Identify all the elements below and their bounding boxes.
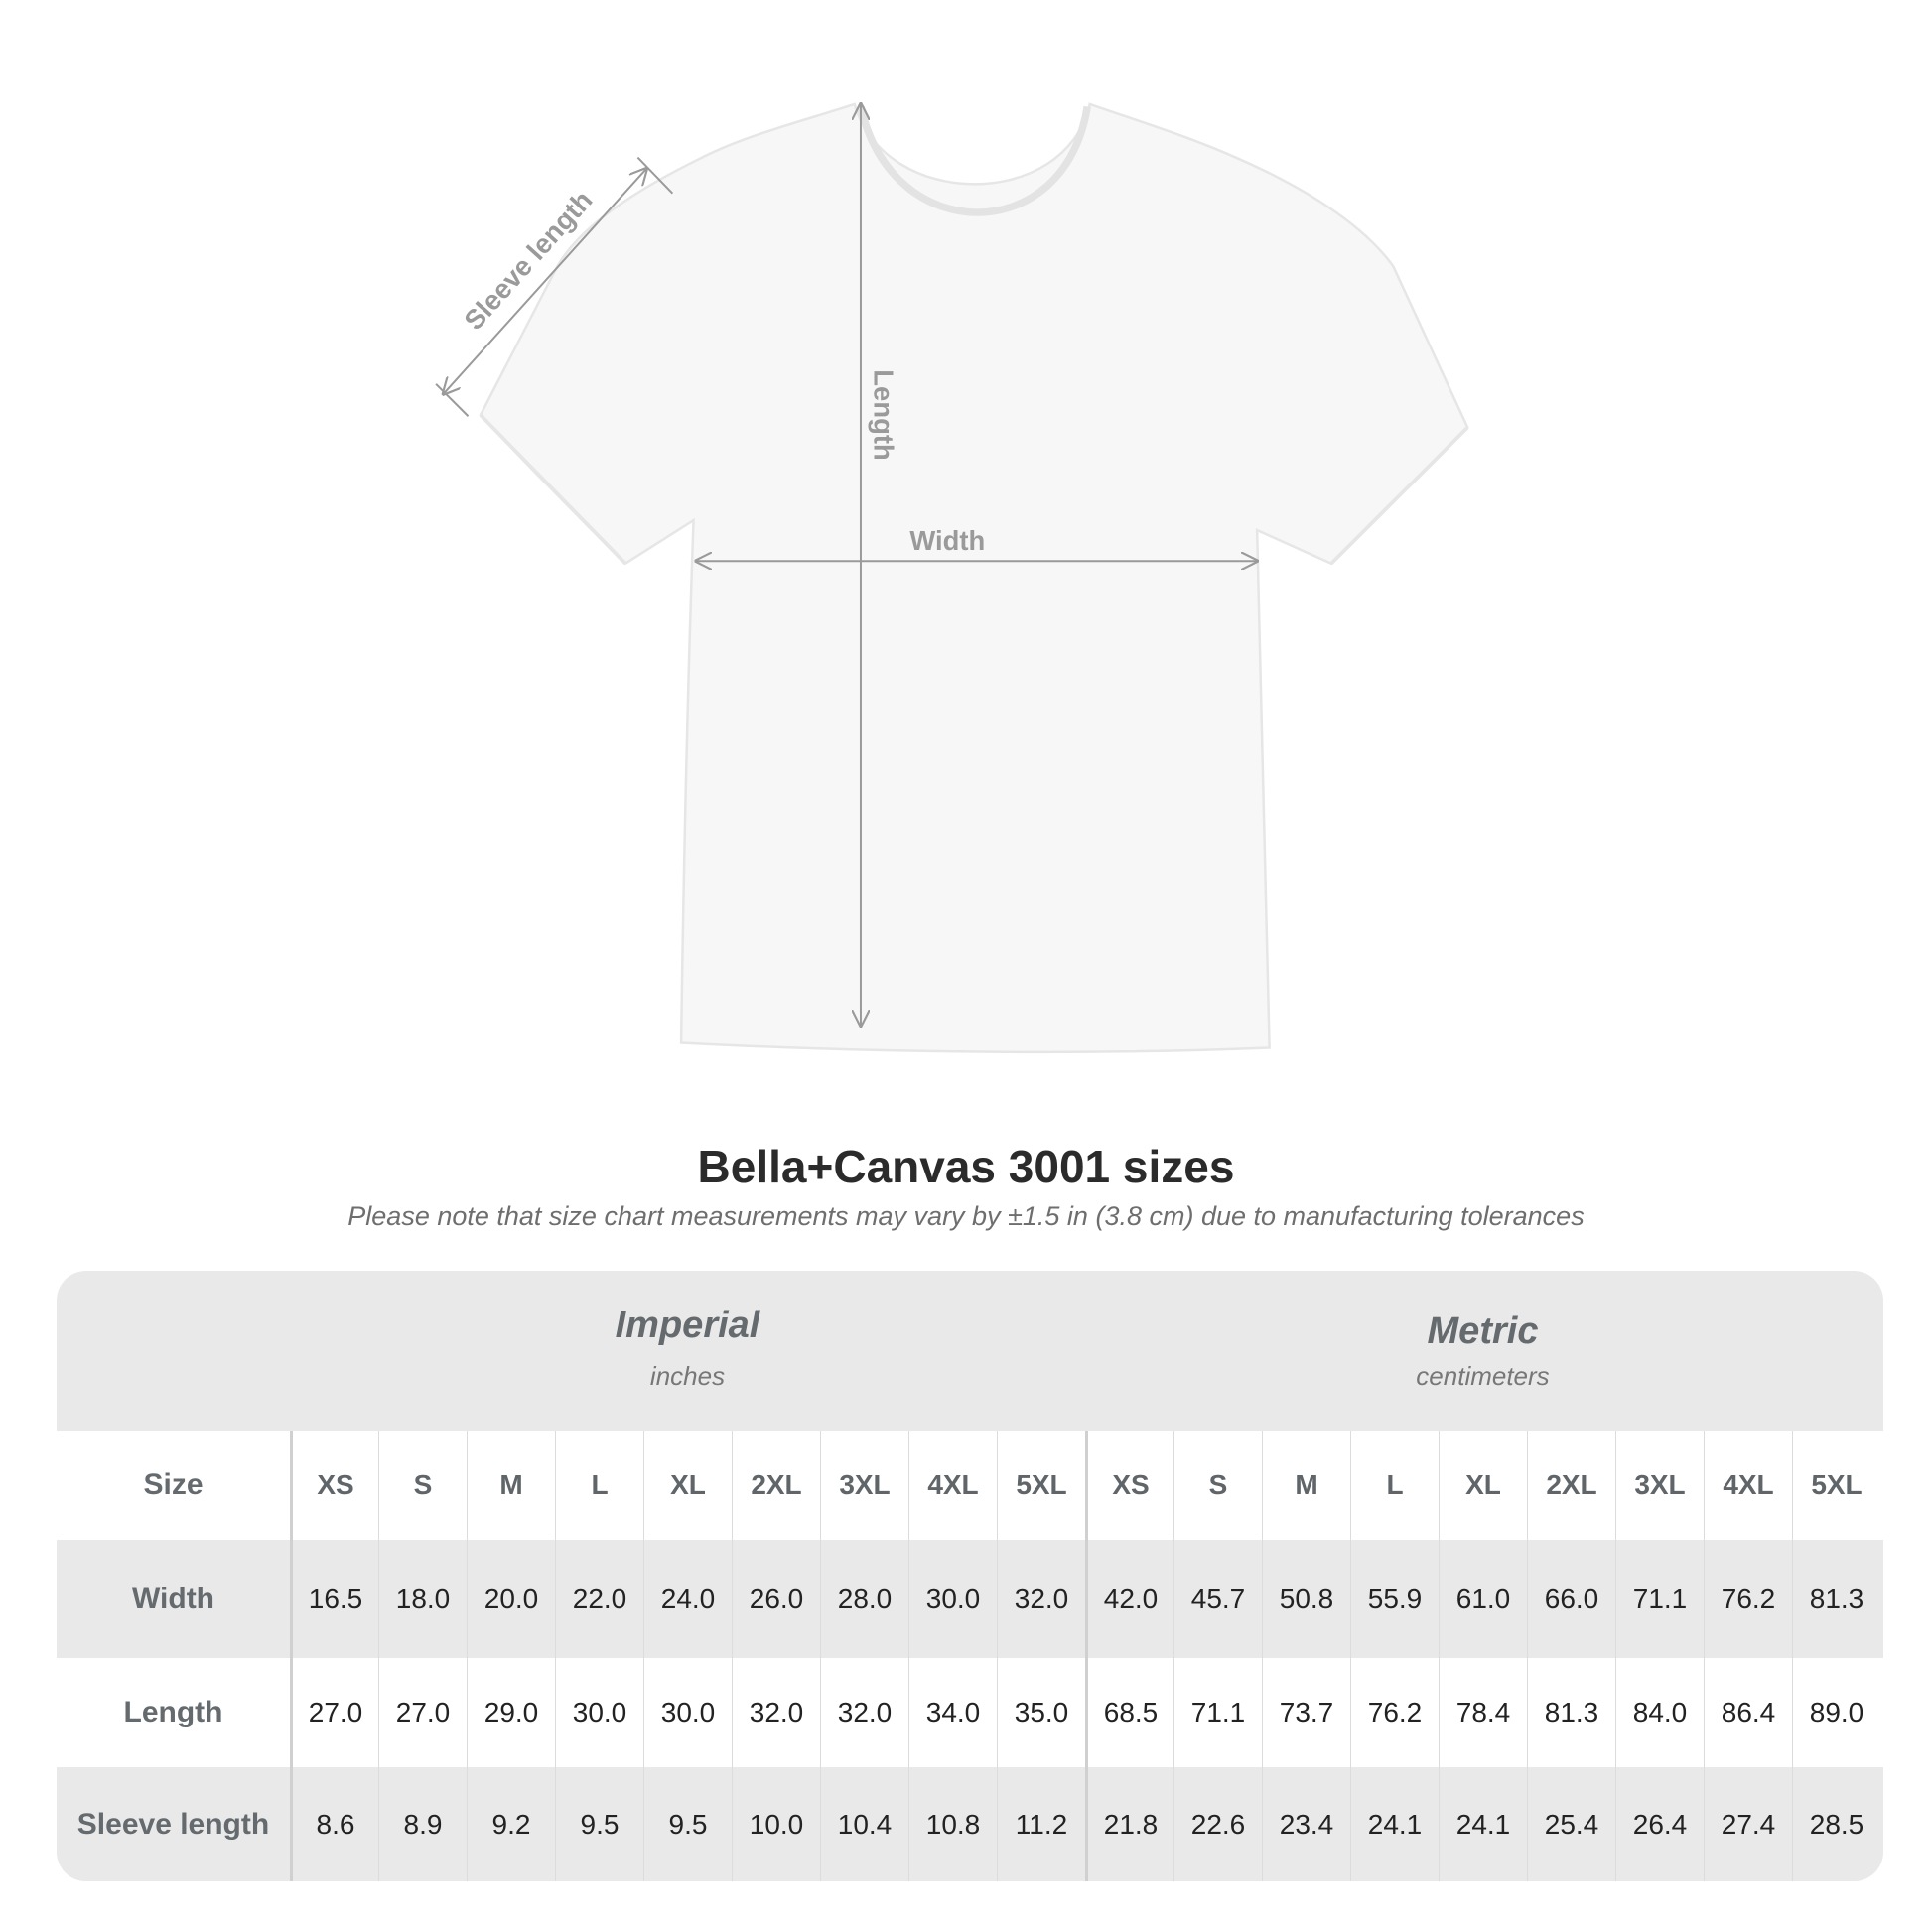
value-cell: 18.0 [378, 1540, 467, 1658]
value-cell: 24.0 [643, 1540, 732, 1658]
size-header-cell: 5XL [1792, 1431, 1880, 1540]
value-cell: 42.0 [1085, 1540, 1173, 1658]
size-header-cell: XS [290, 1431, 378, 1540]
sleeve-measure-line [444, 169, 647, 394]
value-cell: 9.5 [555, 1767, 643, 1881]
value-cell: 28.0 [820, 1540, 908, 1658]
metric-unit: centimeters [1416, 1361, 1550, 1391]
value-cell: 8.9 [378, 1767, 467, 1881]
value-cell: 66.0 [1527, 1540, 1615, 1658]
value-cell: 84.0 [1615, 1658, 1704, 1767]
value-cell: 68.5 [1085, 1658, 1173, 1767]
value-cell: 35.0 [997, 1658, 1085, 1767]
size-header-cell: L [1350, 1431, 1439, 1540]
value-cell: 27.0 [378, 1658, 467, 1767]
value-cell: 89.0 [1792, 1658, 1880, 1767]
size-header-cell: 2XL [732, 1431, 820, 1540]
size-header-cell: S [1173, 1431, 1262, 1540]
value-cell: 71.1 [1173, 1658, 1262, 1767]
value-cell: 24.1 [1439, 1767, 1527, 1881]
size-header-cell: S [378, 1431, 467, 1540]
value-cell: 32.0 [732, 1658, 820, 1767]
value-cell: 61.0 [1439, 1540, 1527, 1658]
value-cell: 30.0 [908, 1540, 997, 1658]
value-cell: 73.7 [1262, 1658, 1350, 1767]
value-cell: 81.3 [1792, 1540, 1880, 1658]
value-cell: 16.5 [290, 1540, 378, 1658]
row-label: Sleeve length [76, 1807, 270, 1841]
page-title: Bella+Canvas 3001 sizes [697, 1141, 1235, 1192]
value-cell: 8.6 [290, 1767, 378, 1881]
size-label: Size [143, 1468, 204, 1501]
size-header-cell: XL [1439, 1431, 1527, 1540]
size-header-row: Size XS S M L XL 2XL 3XL 4XL 5XL XS S M L XL 2XL 3XL 4XL 5… [57, 1431, 1883, 1540]
value-cell: 10.8 [908, 1767, 997, 1881]
value-cell: 21.8 [1085, 1767, 1173, 1881]
value-cell: 26.0 [732, 1540, 820, 1658]
value-cell: 32.0 [820, 1658, 908, 1767]
imperial-unit: inches [649, 1361, 726, 1391]
imperial-title: Imperial [615, 1305, 760, 1346]
value-cell: 23.4 [1262, 1767, 1350, 1881]
imperial-header: Imperial inches [290, 1271, 1085, 1431]
size-header-cell: 4XL [1704, 1431, 1792, 1540]
value-cell: 28.5 [1792, 1767, 1880, 1881]
value-cell: 30.0 [555, 1658, 643, 1767]
row-label: Length [123, 1696, 223, 1728]
value-cell: 25.4 [1527, 1767, 1615, 1881]
tolerance-note: Please note that size chart measurements… [347, 1201, 1585, 1231]
value-cell: 9.5 [643, 1767, 732, 1881]
metric-header: Metric centimeters [1085, 1271, 1880, 1431]
size-header-cell: 3XL [1615, 1431, 1704, 1540]
value-cell: 27.0 [290, 1658, 378, 1767]
value-cell: 81.3 [1527, 1658, 1615, 1767]
width-label: Width [909, 525, 985, 556]
table-row: Width 16.5 18.0 20.0 22.0 24.0 26.0 28.0 30.0 32.… [57, 1540, 1883, 1658]
value-cell: 24.1 [1350, 1767, 1439, 1881]
size-header-cell: XL [643, 1431, 732, 1540]
value-cell: 26.4 [1615, 1767, 1704, 1881]
value-cell: 10.0 [732, 1767, 820, 1881]
length-label: Length [869, 369, 899, 460]
value-cell: 34.0 [908, 1658, 997, 1767]
size-header-cell: 5XL [997, 1431, 1085, 1540]
table-row: Sleeve length 8.6 8.9 9.2 9.5 9.5 10.0 10.4 10.8… [57, 1767, 1883, 1881]
size-table: Imperial inches Metric centimeters Size X… [57, 1271, 1883, 1881]
size-header-cell: M [1262, 1431, 1350, 1540]
size-header-cell: XS [1085, 1431, 1173, 1540]
row-label: Width [131, 1582, 215, 1615]
value-cell: 10.4 [820, 1767, 908, 1881]
size-header-cell: 3XL [820, 1431, 908, 1540]
value-cell: 78.4 [1439, 1658, 1527, 1767]
value-cell: 50.8 [1262, 1540, 1350, 1658]
tshirt-diagram: Length Width Sleeve length [435, 0, 1469, 1054]
size-header-cell: M [467, 1431, 555, 1540]
size-header-cell: L [555, 1431, 643, 1540]
table-row: Length 27.0 27.0 29.0 30.0 30.0 32.0 32.0 34.0 35… [57, 1658, 1883, 1767]
value-cell: 22.0 [555, 1540, 643, 1658]
value-cell: 11.2 [997, 1767, 1085, 1881]
metric-title: Metric [1427, 1311, 1539, 1352]
value-cell: 27.4 [1704, 1767, 1792, 1881]
value-cell: 45.7 [1173, 1540, 1262, 1658]
value-cell: 9.2 [467, 1767, 555, 1881]
value-cell: 32.0 [997, 1540, 1085, 1658]
value-cell: 20.0 [467, 1540, 555, 1658]
value-cell: 76.2 [1704, 1540, 1792, 1658]
value-cell: 29.0 [467, 1658, 555, 1767]
tshirt-shape [479, 102, 1469, 1054]
value-cell: 55.9 [1350, 1540, 1439, 1658]
value-cell: 76.2 [1350, 1658, 1439, 1767]
size-header-cell: 2XL [1527, 1431, 1615, 1540]
value-cell: 22.6 [1173, 1767, 1262, 1881]
value-cell: 86.4 [1704, 1658, 1792, 1767]
value-cell: 71.1 [1615, 1540, 1704, 1658]
value-cell: 30.0 [643, 1658, 732, 1767]
size-header-cell: 4XL [908, 1431, 997, 1540]
